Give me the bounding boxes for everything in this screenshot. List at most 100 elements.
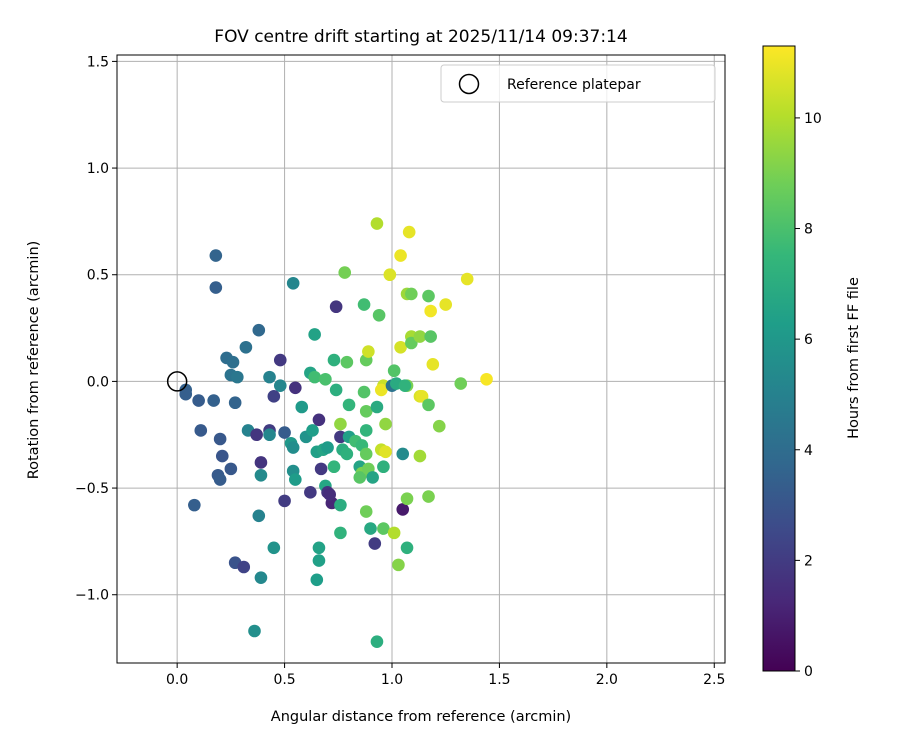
x-tick-label: 0.5 <box>273 672 295 688</box>
data-point <box>286 276 300 290</box>
data-point <box>323 488 336 501</box>
data-point <box>319 372 332 386</box>
data-point <box>422 490 435 503</box>
data-point <box>239 340 253 354</box>
data-point <box>368 537 382 550</box>
data-point <box>413 449 427 463</box>
data-point <box>327 460 341 474</box>
data-point <box>396 503 410 516</box>
data-point <box>289 381 302 395</box>
data-point <box>263 428 276 442</box>
data-point <box>422 289 435 303</box>
data-point <box>254 571 268 584</box>
x-tick-label: 0.0 <box>166 672 188 688</box>
x-tick-label: 1.0 <box>381 672 403 688</box>
data-point <box>370 400 384 414</box>
colorbar-tick-label: 0 <box>804 664 813 680</box>
data-point <box>359 424 373 437</box>
y-tick-label: 1.5 <box>87 54 109 70</box>
data-point <box>327 353 341 367</box>
data-point <box>295 400 309 414</box>
data-point <box>228 396 242 410</box>
data-point <box>357 385 371 399</box>
data-point <box>379 417 392 431</box>
data-point <box>402 225 416 239</box>
colorbar-tick-label: 6 <box>804 332 813 348</box>
colorbar-tick-label: 4 <box>804 443 813 459</box>
data-point <box>342 398 356 412</box>
data-point <box>387 364 401 378</box>
data-point <box>231 370 244 384</box>
y-tick-label: −1.0 <box>75 588 109 604</box>
legend-label-reference-platepar: Reference platepar <box>507 77 641 93</box>
data-point <box>383 268 397 282</box>
data-point <box>254 456 268 469</box>
data-point <box>209 281 223 294</box>
colorbar-label: Hours from first FF file <box>846 277 862 439</box>
data-point <box>377 522 390 535</box>
data-point <box>392 558 405 572</box>
data-point <box>379 445 392 459</box>
data-point <box>273 379 287 392</box>
data-point <box>370 217 384 230</box>
data-point <box>413 330 427 343</box>
reference-platepar-marker <box>166 371 188 392</box>
plot-area: 0.0 0.5 1.0 1.5 2.0 2.5 −1.0 −0.5 0.0 0.5 1.0 1.5 <box>75 54 726 688</box>
data-point <box>387 526 401 540</box>
data-point <box>370 635 384 648</box>
plot-frame <box>116 54 726 664</box>
data-point <box>400 492 414 506</box>
data-point <box>192 394 205 407</box>
data-point <box>334 417 347 431</box>
data-point <box>188 498 201 512</box>
data-point <box>321 441 334 454</box>
data-point <box>454 377 468 390</box>
data-point <box>357 298 371 311</box>
data-point <box>213 432 227 446</box>
legend-open-circle-icon <box>458 73 480 95</box>
data-point <box>338 266 352 279</box>
x-tick-label: 2.0 <box>596 672 618 688</box>
data-point <box>396 447 410 461</box>
y-tick-label: 0.5 <box>87 268 109 284</box>
data-point <box>278 426 291 439</box>
data-point <box>439 298 453 311</box>
data-point <box>432 419 446 433</box>
data-point <box>329 300 343 314</box>
data-point <box>179 387 193 401</box>
data-point <box>224 462 238 476</box>
data-point <box>308 328 321 341</box>
data-point <box>480 372 493 386</box>
data-point <box>366 471 379 484</box>
data-point <box>398 379 412 392</box>
data-point <box>394 249 407 262</box>
axis-ticks: 0.0 0.5 1.0 1.5 2.0 2.5 −1.0 −0.5 0.0 0.5 1.0 1.5 <box>75 54 725 688</box>
data-point <box>405 336 418 350</box>
y-tick-label: −0.5 <box>75 481 109 497</box>
colorbar-tick-label: 10 <box>804 111 822 127</box>
data-point <box>424 330 437 343</box>
y-tick-label: 0.0 <box>87 374 109 390</box>
data-point <box>340 447 354 461</box>
y-tick-label: 1.0 <box>87 161 109 177</box>
data-point <box>248 624 261 638</box>
data-point <box>250 428 263 442</box>
legend-box <box>440 64 716 103</box>
data-point <box>359 447 373 461</box>
data-point <box>422 398 435 412</box>
data-point <box>310 573 324 587</box>
data-point <box>273 353 287 367</box>
data-point <box>400 541 414 555</box>
chart-title: FOV centre drift starting at 2025/11/14 … <box>214 27 627 47</box>
data-point <box>209 249 223 262</box>
data-point <box>359 505 373 518</box>
colorbar-tick-label: 2 <box>804 553 813 569</box>
data-point <box>372 308 386 322</box>
colorbar-gradient <box>762 45 796 672</box>
data-point <box>286 441 300 454</box>
data-point <box>340 355 354 369</box>
data-point <box>237 560 251 574</box>
data-point <box>334 498 347 512</box>
points-layer <box>179 217 493 648</box>
